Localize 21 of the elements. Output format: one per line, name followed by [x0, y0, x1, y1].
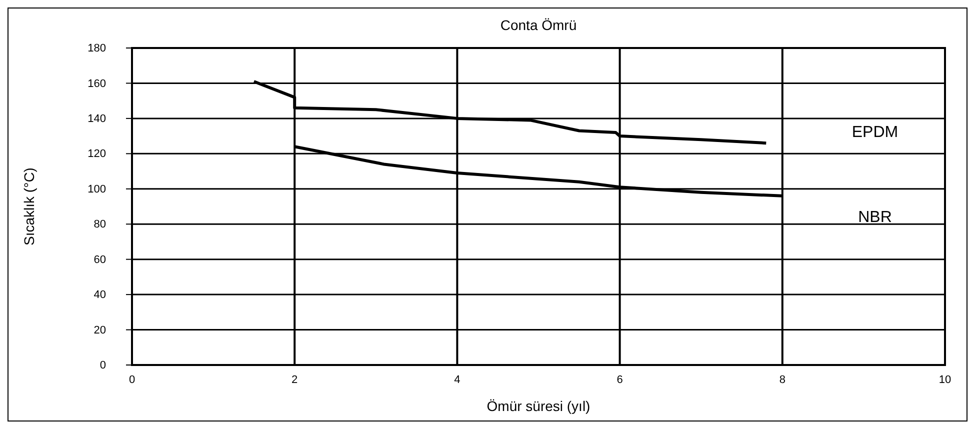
x-tick-label: 0 [128, 374, 136, 386]
x-tick-label: 4 [454, 374, 460, 386]
y-tick-label: 160 [88, 78, 106, 90]
y-tick-label: 60 [94, 254, 106, 266]
x-tick-label: 10 [938, 374, 952, 386]
x-tick-label: 8 [779, 374, 786, 386]
x-tick-label: 6 [616, 374, 623, 386]
x-axis-title: Ömür süresi (yıl) [486, 398, 590, 414]
y-tick-label: 100 [88, 183, 106, 196]
y-tick-label: 20 [94, 324, 106, 336]
y-tick-label: 0 [100, 360, 106, 372]
y-tick-label: 140 [88, 112, 106, 125]
y-tick-label: 40 [94, 289, 106, 302]
chart-title: Conta Ömrü [500, 17, 577, 33]
x-tick-label: 2 [292, 374, 298, 386]
text: NBR [858, 208, 892, 226]
text: EPDM [852, 124, 898, 142]
y-axis-title: Sıcaklık (°C) [21, 168, 37, 246]
y-tick-label: 80 [94, 218, 106, 231]
y-tick-label: 180 [88, 42, 106, 55]
y-tick-label: 120 [88, 148, 106, 160]
